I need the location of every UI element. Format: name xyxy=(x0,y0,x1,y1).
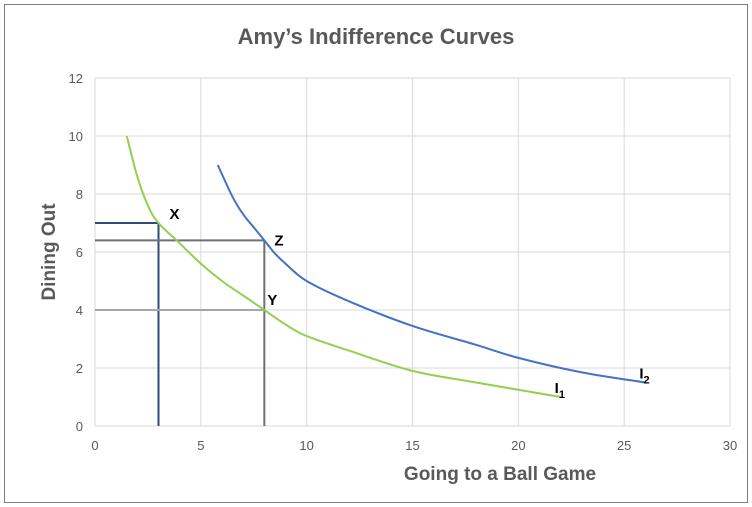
curve-i2 xyxy=(216,164,646,384)
x-tick-label: 15 xyxy=(405,438,419,453)
chart-border xyxy=(4,4,748,503)
x-tick-label: 30 xyxy=(723,438,737,453)
y-axis-label: Dining Out xyxy=(39,203,60,301)
guide-lines xyxy=(95,222,266,426)
point-label-x: X xyxy=(170,206,180,223)
y-tick-label: 0 xyxy=(76,419,83,434)
point-label-z: Z xyxy=(274,232,283,249)
y-tick-label: 6 xyxy=(76,245,83,260)
x-tick-label: 10 xyxy=(299,438,313,453)
curve-label-i2: I2 xyxy=(639,366,649,387)
curve-label-i1: I1 xyxy=(555,380,565,401)
point-label-y: Y xyxy=(267,292,277,309)
curve-label-subscript: 1 xyxy=(559,389,565,401)
y-tick-label: 2 xyxy=(76,361,83,376)
x-tick-label: 20 xyxy=(511,438,525,453)
chart-title: Amy’s Indifference Curves xyxy=(238,24,515,49)
curve-label-subscript: 2 xyxy=(644,375,650,387)
curves xyxy=(125,135,646,398)
y-tick-label: 10 xyxy=(69,129,83,144)
x-tick-label: 0 xyxy=(91,438,98,453)
y-tick-label: 12 xyxy=(69,71,83,86)
x-tick-label: 5 xyxy=(197,438,204,453)
point-labels: I1 I2 X Z Y xyxy=(170,206,650,401)
curve-i1 xyxy=(125,135,561,398)
x-axis-label: Going to a Ball Game xyxy=(404,464,596,485)
y-tick-label: 4 xyxy=(76,303,83,318)
gridlines xyxy=(94,77,731,427)
y-tick-label: 8 xyxy=(76,187,83,202)
x-tick-label: 25 xyxy=(617,438,631,453)
